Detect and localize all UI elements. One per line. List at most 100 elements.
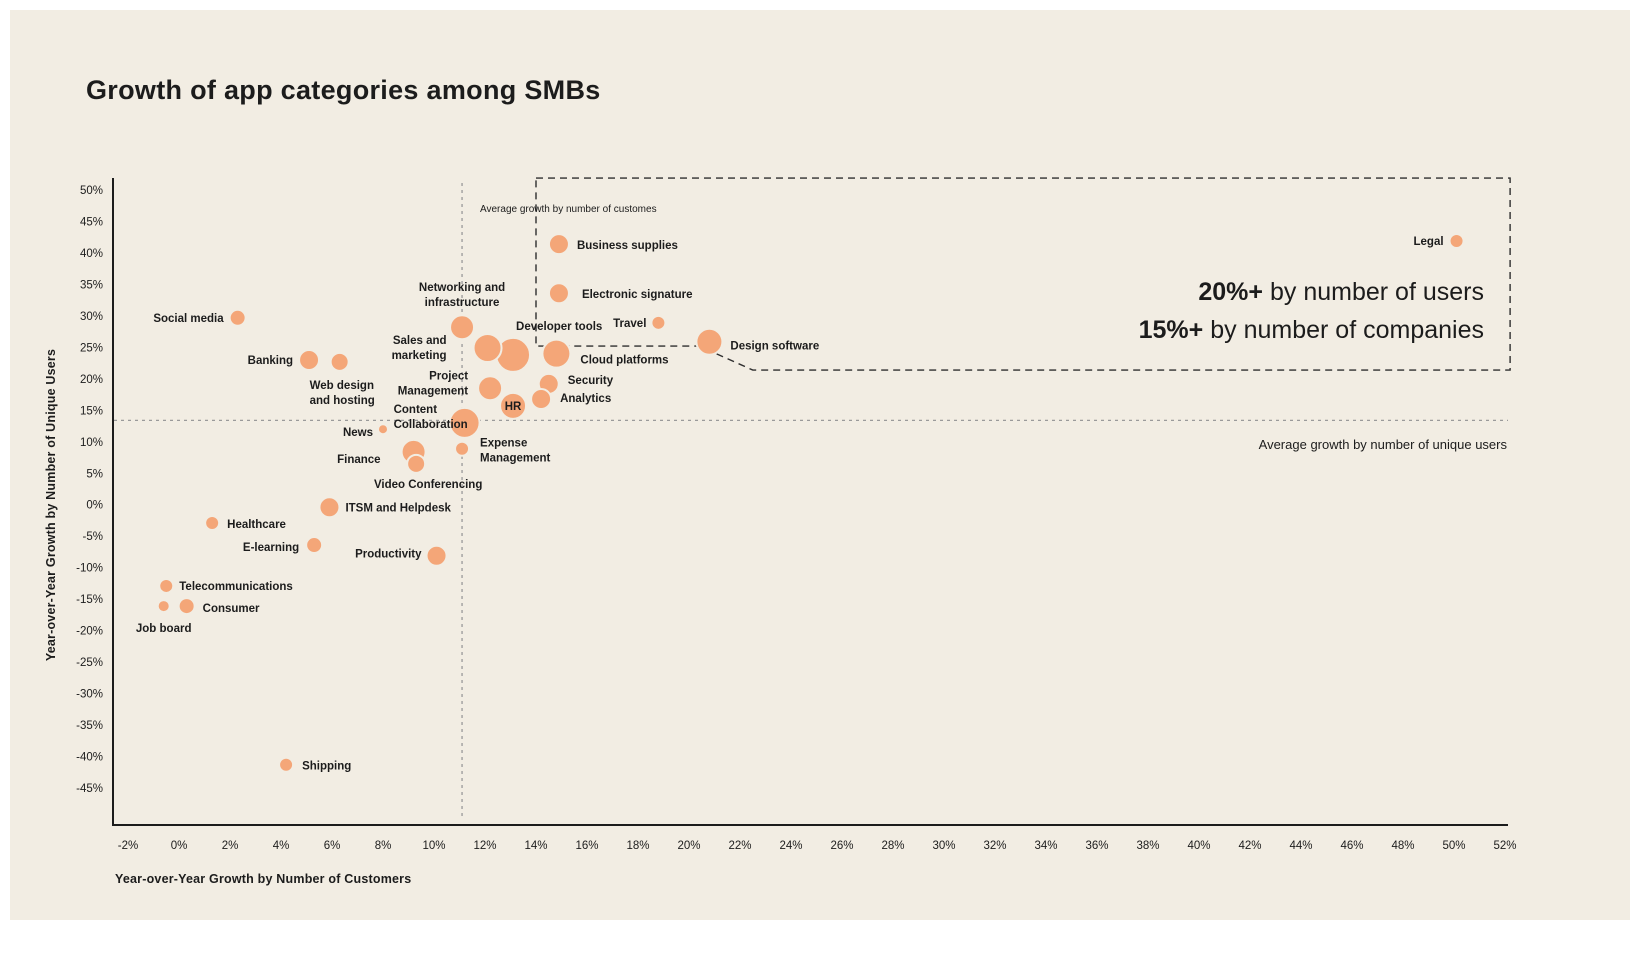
bubble-banking [298, 348, 321, 371]
bubble-job-board [156, 599, 171, 614]
x-tick-label: 16% [575, 840, 598, 852]
bubble-label-line: Consumer [203, 603, 260, 615]
bubble-project-management [477, 375, 504, 402]
bubble-label-cloud-platforms: Cloud platforms [580, 355, 668, 367]
x-tick-label: 40% [1187, 840, 1210, 852]
bubble-networking-and-infrastructure [449, 314, 476, 341]
bubble-label-electronic-signature: Electronic signature [582, 289, 693, 301]
y-tick-label: -30% [76, 689, 103, 701]
annotation-companies-growth: 15%+ by number of companies [1139, 316, 1484, 344]
annotation-users-growth-value: 20%+ [1198, 278, 1263, 306]
bubble-label-sales-and-marketing: Sales and marketing [392, 335, 447, 362]
annotation-companies-growth-value: 15%+ [1139, 316, 1204, 344]
bubble-label-line: and hosting [310, 395, 375, 407]
bubble-label-healthcare: Healthcare [227, 519, 286, 531]
bubble-content-collaboration [448, 406, 481, 439]
x-tick-label: 30% [932, 840, 955, 852]
y-tick-label: 20% [80, 374, 103, 386]
bubble-video-conferencing [406, 453, 427, 474]
bubble-label-line: Expense [480, 438, 527, 450]
bubble-label-line: Banking [248, 355, 293, 367]
bubble-social-media [228, 308, 247, 327]
x-tick-label: 46% [1340, 840, 1363, 852]
bubble-label-telecommunications: Telecommunications [179, 581, 293, 593]
bubble-label-legal: Legal [1414, 236, 1444, 248]
bubble-label-social-media: Social media [153, 313, 224, 325]
chart-panel [10, 10, 1630, 920]
bubble-label-security: Security [568, 375, 614, 387]
y-tick-label: 5% [86, 468, 103, 480]
bubble-label-consumer: Consumer [203, 603, 260, 615]
annotation-companies-growth-text: by number of companies [1210, 316, 1484, 344]
y-axis-title: Year-over-Year Growth by Number of Uniqu… [44, 349, 58, 661]
bubble-label-line: News [343, 427, 373, 439]
bubble-label-line: Legal [1414, 236, 1444, 248]
bubble-label-content-collaboration: Content Collaboration [394, 404, 468, 431]
bubble-label-line: Security [568, 375, 614, 387]
x-tick-label: 42% [1238, 840, 1261, 852]
bubble-label-video-conferencing: Video Conferencing [374, 479, 482, 491]
average-users-caption: Average growth by number of unique users [1259, 437, 1508, 452]
bubble-label-line: Telecommunications [179, 581, 293, 593]
bubble-label-banking: Banking [248, 355, 293, 367]
x-tick-label: 10% [422, 840, 445, 852]
x-tick-label: 18% [626, 840, 649, 852]
bubble-label-line: Shipping [302, 761, 351, 773]
bubble-labels-layer: Social media Banking Web design and hosting… [136, 236, 1444, 773]
annotation-users-growth: 20%+ by number of users [1198, 278, 1484, 306]
bubble-label-line: Project [429, 370, 468, 382]
bubble-news [377, 423, 389, 436]
x-tick-label: 32% [983, 840, 1006, 852]
y-tick-label: -20% [76, 626, 103, 638]
x-tick-label: 26% [830, 840, 853, 852]
bubble-e-learning [305, 536, 324, 555]
bubble-travel [650, 314, 667, 331]
bubble-label-line: Sales and [393, 335, 447, 347]
bubble-label-line: Analytics [560, 393, 611, 405]
bubble-label-hr: HR [505, 401, 522, 413]
bubble-design-software [695, 327, 724, 356]
x-tick-label: 14% [524, 840, 547, 852]
x-tick-label: 0% [171, 840, 188, 852]
y-tick-label: 35% [80, 279, 103, 291]
bubble-label-line: ITSM and Helpdesk [345, 502, 451, 514]
x-tick-label: 52% [1493, 840, 1516, 852]
bubble-label-productivity: Productivity [355, 549, 422, 561]
y-tick-label: 50% [80, 185, 103, 197]
bubble-label-line: Cloud platforms [580, 355, 668, 367]
y-tick-label: -45% [76, 783, 103, 795]
bubble-label-line: Job board [136, 623, 192, 635]
x-tick-label: 12% [473, 840, 496, 852]
bubble-label-line: marketing [392, 350, 447, 362]
y-tick-label: -15% [76, 594, 103, 606]
x-tick-label: 24% [779, 840, 802, 852]
x-tick-label: 22% [728, 840, 751, 852]
bubble-label-line: Electronic signature [582, 289, 693, 301]
bubble-web-design-and-hosting [329, 351, 350, 372]
y-tick-label: 30% [80, 311, 103, 323]
bubble-label-line: Social media [153, 313, 224, 325]
bubble-label-itsm-and-helpdesk: ITSM and Helpdesk [345, 502, 451, 514]
bubble-label-line: Business supplies [577, 240, 678, 252]
bubble-label-expense-management: Expense Management [480, 438, 550, 465]
bubbles-layer [156, 232, 1465, 773]
x-tick-label: 48% [1391, 840, 1414, 852]
highlight-region-layer [535, 177, 1511, 371]
bubble-healthcare [204, 514, 221, 531]
tick-labels-layer: -2% 0% 2% 4% 6% 8% 10% 12% 14% 16% 18% 20% 22% 24% 26%… [76, 185, 1516, 852]
y-tick-label: -25% [76, 657, 103, 669]
bubble-business-supplies [547, 233, 570, 256]
x-tick-label: 8% [375, 840, 392, 852]
x-tick-label: 34% [1034, 840, 1057, 852]
bubble-label-web-design-and-hosting: Web design and hosting [310, 380, 375, 407]
bubble-electronic-signature [547, 282, 570, 305]
bubble-label-line: Web design [310, 380, 374, 392]
bubble-consumer [177, 597, 196, 616]
bubble-itsm-and-helpdesk [318, 496, 341, 519]
x-axis-title: Year-over-Year Growth by Number of Custo… [115, 872, 411, 886]
y-tick-label: 10% [80, 437, 103, 449]
bubble-label-business-supplies: Business supplies [577, 240, 678, 252]
annotation-users-growth-text: by number of users [1270, 278, 1484, 306]
x-tick-label: 38% [1136, 840, 1159, 852]
